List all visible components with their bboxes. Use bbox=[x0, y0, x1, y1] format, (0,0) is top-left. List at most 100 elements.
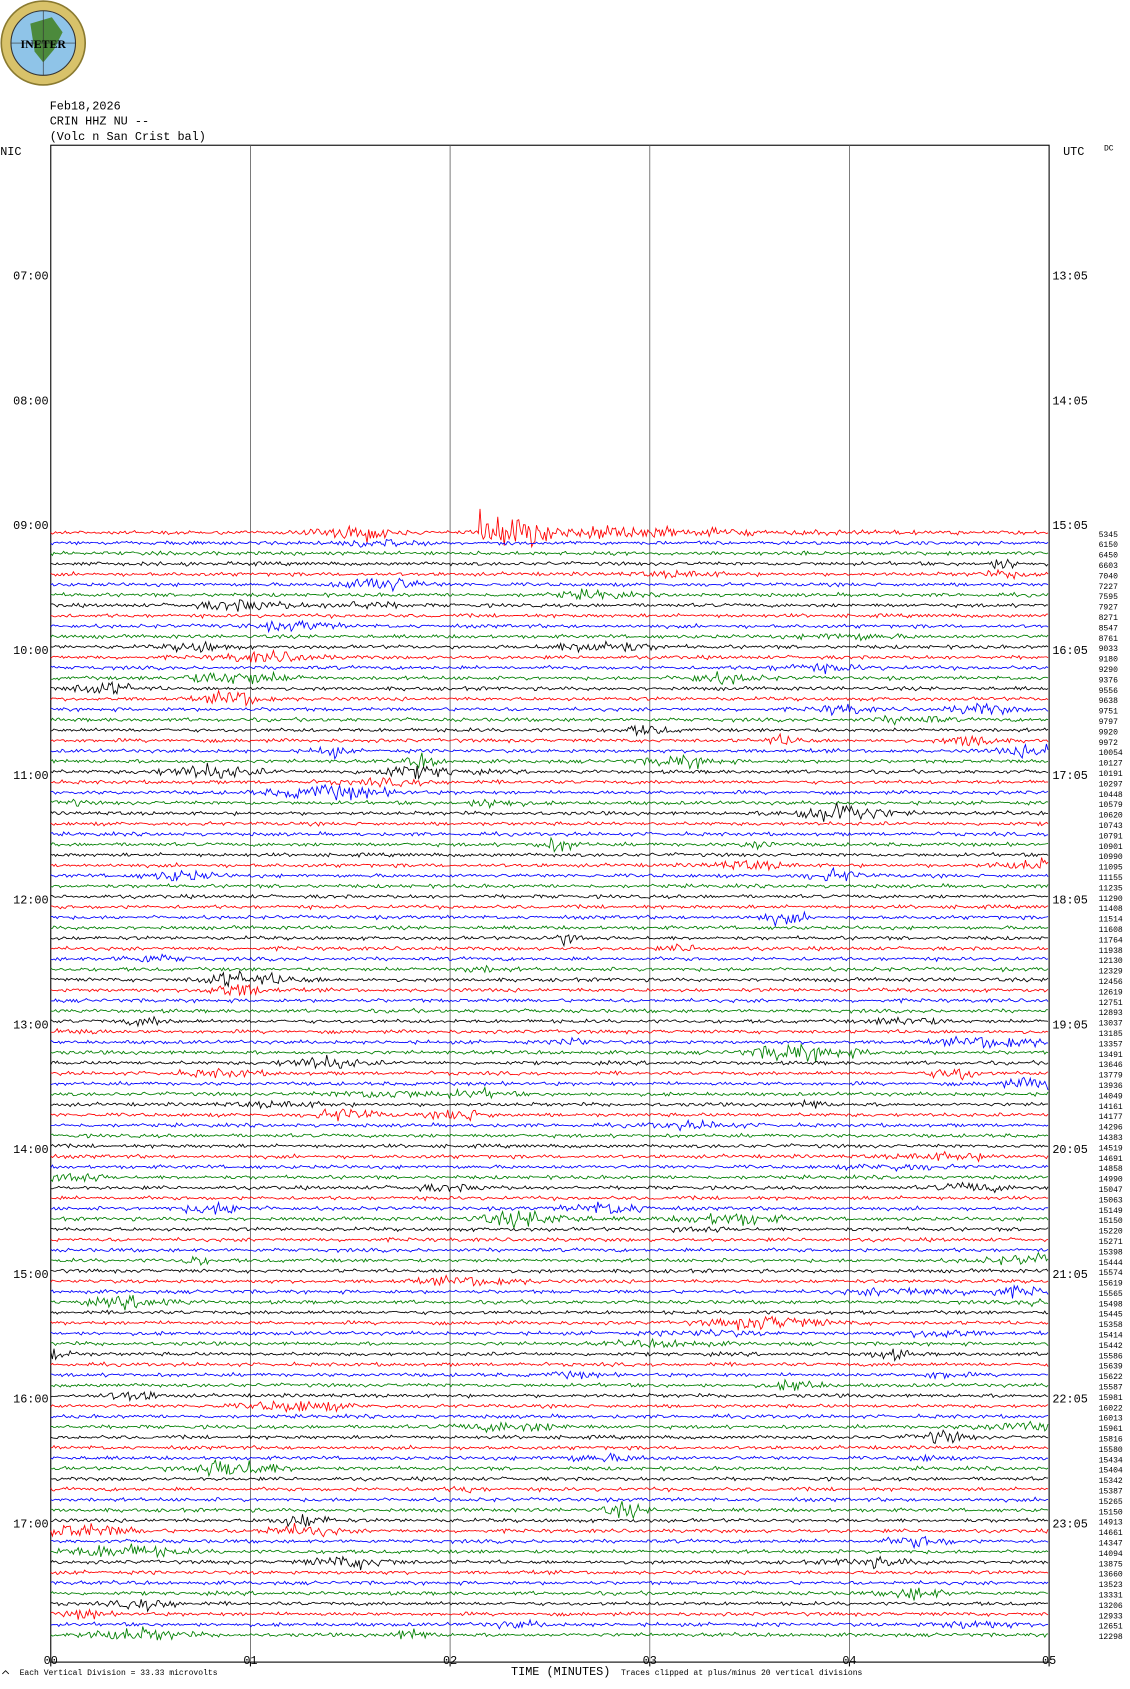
trace bbox=[50, 577, 1049, 593]
trace bbox=[50, 1555, 1049, 1571]
trace bbox=[50, 1027, 1049, 1035]
left-hour-label: 15:00 bbox=[13, 1268, 49, 1282]
dc-value: 14858 bbox=[1099, 1165, 1123, 1174]
trace bbox=[50, 776, 1049, 789]
trace bbox=[50, 1251, 1049, 1266]
dc-value: 10791 bbox=[1099, 832, 1123, 841]
left-hour-label: 17:00 bbox=[13, 1518, 49, 1532]
dc-value: 14177 bbox=[1099, 1113, 1123, 1122]
dc-value: 7040 bbox=[1099, 572, 1118, 581]
trace bbox=[50, 762, 1049, 781]
x-tick-label: 04 bbox=[842, 1654, 856, 1668]
dc-value: 10191 bbox=[1099, 770, 1123, 779]
trace bbox=[50, 1485, 1049, 1494]
dc-value: 11155 bbox=[1099, 874, 1123, 883]
trace bbox=[50, 1348, 1049, 1362]
dc-value: 12456 bbox=[1099, 978, 1123, 987]
dc-value: 9180 bbox=[1099, 656, 1118, 665]
dc-value: 14661 bbox=[1099, 1529, 1123, 1538]
trace bbox=[50, 1247, 1049, 1254]
right-axis-title: UTC bbox=[1063, 145, 1084, 159]
clip-note: Traces clipped at plus/minus 20 vertical… bbox=[621, 1669, 863, 1678]
trace bbox=[50, 836, 1049, 853]
dc-value: 13779 bbox=[1099, 1072, 1123, 1081]
trace bbox=[50, 953, 1049, 963]
trace bbox=[50, 558, 1049, 570]
trace bbox=[50, 964, 1049, 974]
x-tick-label: 02 bbox=[443, 1654, 457, 1668]
dc-value: 15816 bbox=[1099, 1436, 1123, 1445]
trace bbox=[50, 640, 1049, 654]
dc-value: 15414 bbox=[1099, 1332, 1123, 1341]
right-hour-label: 13:05 bbox=[1052, 270, 1088, 284]
trace bbox=[50, 1420, 1049, 1434]
trace bbox=[50, 1444, 1049, 1451]
trace bbox=[50, 670, 1049, 686]
dc-value: 11095 bbox=[1099, 864, 1123, 873]
trace bbox=[50, 1522, 1049, 1538]
right-hour-label: 17:05 bbox=[1052, 769, 1088, 783]
dc-value: 15404 bbox=[1099, 1467, 1123, 1476]
trace bbox=[50, 752, 1049, 770]
dc-value: 15574 bbox=[1099, 1269, 1123, 1278]
plot-frame bbox=[50, 144, 1050, 1663]
left-hour-label: 13:00 bbox=[13, 1018, 49, 1032]
dc-value: 15586 bbox=[1099, 1352, 1123, 1361]
trace bbox=[50, 1599, 1049, 1613]
dc-value: 10448 bbox=[1099, 791, 1123, 800]
trace bbox=[50, 997, 1049, 1004]
trace bbox=[50, 1076, 1049, 1091]
header-line: (Volc n San Crist bal) bbox=[50, 130, 206, 144]
dc-value: 13357 bbox=[1099, 1040, 1123, 1049]
dc-value: 15047 bbox=[1099, 1186, 1123, 1195]
trace bbox=[50, 1337, 1049, 1349]
dc-value: 7595 bbox=[1099, 593, 1118, 602]
traces bbox=[50, 508, 1049, 1641]
dc-value: 11608 bbox=[1099, 926, 1123, 935]
dc-value: 15981 bbox=[1099, 1394, 1123, 1403]
right-hour-label: 16:05 bbox=[1052, 644, 1088, 658]
dc-value: 13660 bbox=[1099, 1571, 1123, 1580]
dc-value: 15149 bbox=[1099, 1207, 1123, 1216]
dc-value: 7927 bbox=[1099, 604, 1118, 613]
trace bbox=[50, 866, 1049, 882]
dc-value: 12619 bbox=[1099, 988, 1123, 997]
trace bbox=[50, 1015, 1049, 1028]
trace bbox=[50, 588, 1049, 601]
trace bbox=[50, 1118, 1049, 1132]
dc-value: 10620 bbox=[1099, 812, 1123, 821]
trace bbox=[50, 1514, 1049, 1528]
dc-value: 5345 bbox=[1099, 531, 1118, 540]
dc-value: 6603 bbox=[1099, 562, 1118, 571]
trace bbox=[50, 820, 1049, 827]
dc-value: 11408 bbox=[1099, 905, 1123, 914]
dc-value: 12893 bbox=[1099, 1009, 1123, 1018]
dc-value: 9290 bbox=[1099, 666, 1118, 675]
trace bbox=[50, 1328, 1049, 1339]
trace bbox=[50, 599, 1049, 612]
trace bbox=[50, 1054, 1049, 1070]
x-axis-label: TIME (MINUTES) bbox=[511, 1665, 610, 1679]
trace bbox=[50, 662, 1049, 675]
trace bbox=[50, 1400, 1049, 1413]
dc-value: 11764 bbox=[1099, 936, 1123, 945]
trace bbox=[50, 680, 1049, 695]
dc-value: 13037 bbox=[1099, 1020, 1123, 1029]
trace bbox=[50, 893, 1049, 900]
x-tick-label: 00 bbox=[44, 1654, 58, 1668]
dc-value: 14094 bbox=[1099, 1550, 1123, 1559]
right-hour-label: 20:05 bbox=[1052, 1143, 1088, 1157]
trace bbox=[50, 1132, 1049, 1139]
trace bbox=[50, 1086, 1049, 1100]
dc-value: 15565 bbox=[1099, 1290, 1123, 1299]
left-hour-label: 07:00 bbox=[13, 270, 49, 284]
dc-value: 15220 bbox=[1099, 1228, 1123, 1237]
trace bbox=[50, 1226, 1049, 1234]
dc-value: 8547 bbox=[1099, 624, 1118, 633]
trace bbox=[50, 1035, 1049, 1049]
dc-value: 11290 bbox=[1099, 895, 1123, 904]
right-hour-label: 22:05 bbox=[1052, 1393, 1088, 1407]
dc-value: 8271 bbox=[1099, 614, 1118, 623]
dc-value: 11938 bbox=[1099, 947, 1123, 956]
